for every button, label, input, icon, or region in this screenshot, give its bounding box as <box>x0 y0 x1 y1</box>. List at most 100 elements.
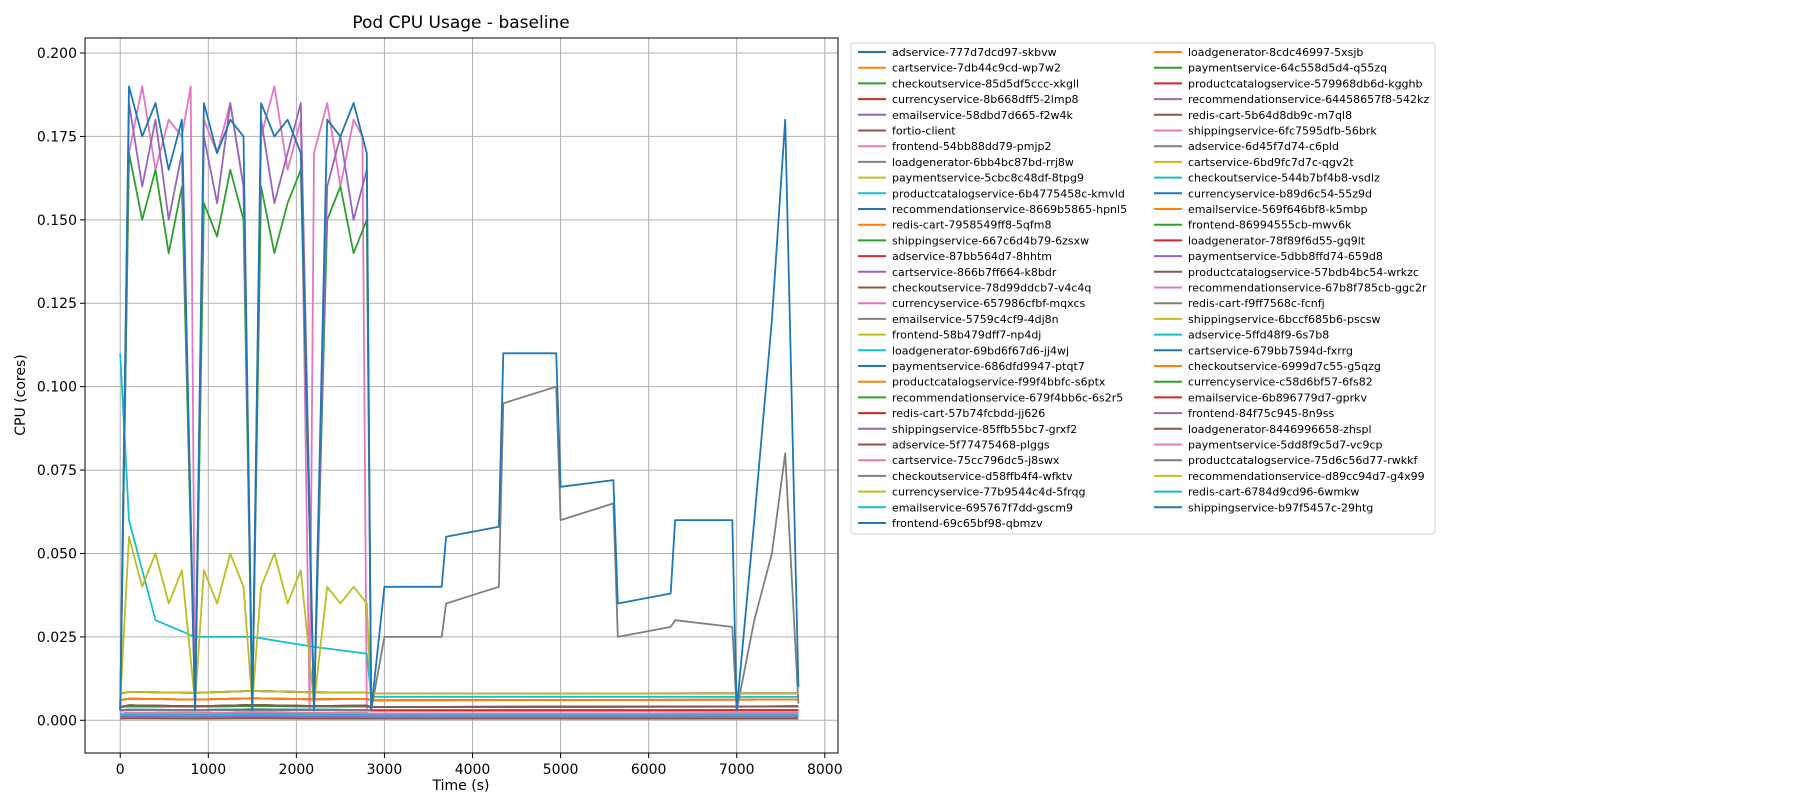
legend-label: productcatalogservice-57bdb4bc54-wrkzc <box>1188 266 1419 279</box>
legend-label: fortio-client <box>892 125 956 138</box>
legend-label: emailservice-58dbd7d665-f2w4k <box>892 109 1073 122</box>
legend-label: adservice-6d45f7d74-c6pld <box>1188 140 1339 153</box>
legend-item: frontend-54bb88dd79-pmjp2 <box>858 140 1051 153</box>
y-tick-label: 0.100 <box>37 380 77 396</box>
legend-label: frontend-54bb88dd79-pmjp2 <box>892 140 1051 153</box>
legend-label: loadgenerator-8446996658-zhspl <box>1188 423 1372 436</box>
x-tick-label: 3000 <box>367 762 403 778</box>
legend-label: recommendationservice-67b8f785cb-ggc2r <box>1188 282 1427 295</box>
legend-item: shippingservice-85ffb55bc7-grxf2 <box>858 423 1077 436</box>
legend-item: checkoutservice-6999d7c55-g5qzg <box>1154 360 1381 373</box>
legend-item: frontend-86994555cb-mwv6k <box>1154 219 1352 232</box>
legend-item: recommendationservice-67b8f785cb-ggc2r <box>1154 282 1427 295</box>
series-line <box>120 713 799 717</box>
legend-label: currencyservice-657986cfbf-mqxcs <box>892 297 1085 310</box>
legend-item: recommendationservice-8669b5865-hpnl5 <box>858 203 1127 216</box>
legend-label: paymentservice-64c558d5d4-q55zq <box>1188 62 1387 75</box>
legend-item: paymentservice-5dd8f9c5d7-vc9cp <box>1154 439 1383 452</box>
legend-item: currencyservice-b89d6c54-55z9d <box>1154 187 1372 200</box>
legend-label: paymentservice-5cbc8c48df-8tpg9 <box>892 172 1084 185</box>
legend-item: redis-cart-6784d9cd96-6wmkw <box>1154 486 1359 499</box>
legend-item: shippingservice-6fc7595dfb-56brk <box>1154 125 1377 138</box>
series-line <box>120 385 800 712</box>
legend-item: loadgenerator-69bd6f67d6-jj4wj <box>858 344 1069 357</box>
legend-item: loadgenerator-78f89f6d55-gq9lt <box>1154 234 1366 247</box>
legend-item: loadgenerator-8cdc46997-5xsjb <box>1154 46 1363 59</box>
legend-item: currencyservice-657986cfbf-mqxcs <box>858 297 1085 310</box>
legend-label: redis-cart-f9ff7568c-fcnfj <box>1188 297 1325 310</box>
legend-item: paymentservice-686dfd9947-ptqt7 <box>858 360 1085 373</box>
legend-label: checkoutservice-6999d7c55-g5qzg <box>1188 360 1381 373</box>
y-tick-label: 0.150 <box>37 213 77 229</box>
series-line <box>119 85 800 712</box>
legend-label: emailservice-6b896779d7-gprkv <box>1188 391 1367 404</box>
legend-item: cartservice-7db44c9cd-wp7w2 <box>858 62 1061 75</box>
legend-item: paymentservice-64c558d5d4-q55zq <box>1154 62 1387 75</box>
legend-item: adservice-6d45f7d74-c6pld <box>1154 140 1339 153</box>
x-tick-label: 1000 <box>190 762 226 778</box>
legend-label: redis-cart-6784d9cd96-6wmkw <box>1188 486 1359 499</box>
legend-label: cartservice-6bd9fc7d7c-qgv2t <box>1188 156 1354 169</box>
series-line <box>120 697 799 702</box>
legend-label: frontend-58b479dff7-np4dj <box>892 329 1041 342</box>
legend-label: shippingservice-6bccf685b6-pscsw <box>1188 313 1381 326</box>
legend-label: frontend-69c65bf98-qbmzv <box>892 517 1043 530</box>
legend-item: frontend-58b479dff7-np4dj <box>858 329 1041 342</box>
legend-item: currencyservice-c58d6bf57-6fs82 <box>1154 376 1373 389</box>
series-lines <box>119 85 800 720</box>
legend-item: redis-cart-f9ff7568c-fcnfj <box>1154 297 1325 310</box>
legend-item: cartservice-6bd9fc7d7c-qgv2t <box>1154 156 1354 169</box>
legend-label: cartservice-75cc796dc5-j8swx <box>892 454 1060 467</box>
y-tick-label: 0.125 <box>37 296 77 312</box>
legend-item: recommendationservice-679f4bb6c-6s2r5 <box>858 391 1123 404</box>
plot-frame <box>84 37 839 754</box>
legend-label: adservice-5ffd48f9-6s7b8 <box>1188 329 1329 342</box>
series-line <box>120 690 799 695</box>
legend-label: currencyservice-77b9544c4d-5frqg <box>892 486 1085 499</box>
x-tick-label: 2000 <box>279 762 315 778</box>
legend-label: loadgenerator-6bb4bc87bd-rrj8w <box>892 156 1074 169</box>
y-tick-label: 0.075 <box>37 463 77 479</box>
y-tick-label: 0.025 <box>37 630 77 646</box>
legend-item: redis-cart-5b64d8db9c-m7ql8 <box>1154 109 1352 122</box>
legend-item: checkoutservice-d58ffb4f4-wfktv <box>858 470 1073 483</box>
legend-item: emailservice-5759c4cf9-4dj8n <box>858 313 1059 326</box>
legend-label: paymentservice-5dbb8ffd74-659d8 <box>1188 250 1383 263</box>
chart-title: Pod CPU Usage - baseline <box>352 13 569 33</box>
legend-label: checkoutservice-d58ffb4f4-wfktv <box>892 470 1073 483</box>
y-tick-label: 0.050 <box>37 546 77 562</box>
legend-label: checkoutservice-85d5df5ccc-xkgll <box>892 77 1079 90</box>
x-tick-label: 5000 <box>543 762 579 778</box>
legend-item: productcatalogservice-57bdb4bc54-wrkzc <box>1154 266 1419 279</box>
legend-item: paymentservice-5dbb8ffd74-659d8 <box>1154 250 1383 263</box>
legend-label: adservice-777d7dcd97-skbvw <box>892 46 1057 59</box>
legend-item: recommendationservice-64458657f8-542kz <box>1154 93 1429 106</box>
legend-item: adservice-777d7dcd97-skbvw <box>858 46 1057 59</box>
legend-label: loadgenerator-78f89f6d55-gq9lt <box>1188 234 1366 247</box>
legend-label: shippingservice-667c6d4b79-6zsxw <box>892 234 1089 247</box>
y-axis-label: CPU (cores) <box>13 354 29 435</box>
y-tick-label: 0.000 <box>37 713 77 729</box>
x-axis-label: Time (s) <box>432 778 490 794</box>
legend-item: fortio-client <box>858 125 956 138</box>
axis-ticks: 0 1000 2000 3000 4000 5000 6000 7000 8000 0.000 0.… <box>37 46 843 778</box>
legend-label: productcatalogservice-f99f4bbfc-s6ptx <box>892 376 1106 389</box>
legend: adservice-777d7dcd97-skbvw cartservice-7d… <box>858 46 1429 530</box>
legend-item: cartservice-679bb7594d-fxrrg <box>1154 344 1353 357</box>
legend-label: productcatalogservice-579968db6d-kgghb <box>1188 77 1423 90</box>
legend-item: shippingservice-b97f5457c-29htg <box>1154 501 1373 514</box>
legend-label: redis-cart-5b64d8db9c-m7ql8 <box>1188 109 1352 122</box>
legend-label: emailservice-5759c4cf9-4dj8n <box>892 313 1059 326</box>
legend-item: adservice-87bb564d7-8hhtm <box>858 250 1052 263</box>
legend-item: productcatalogservice-75d6c56d77-rwkkf <box>1154 454 1419 467</box>
legend-item: paymentservice-5cbc8c48df-8tpg9 <box>858 172 1084 185</box>
legend-item: loadgenerator-8446996658-zhspl <box>1154 423 1372 436</box>
legend-label: redis-cart-57b74fcbdd-jj626 <box>892 407 1045 420</box>
legend-label: recommendationservice-d89cc94d7-g4x99 <box>1188 470 1425 483</box>
legend-item: cartservice-866b7ff664-k8bdr <box>858 266 1057 279</box>
legend-item: currencyservice-77b9544c4d-5frqg <box>858 486 1085 499</box>
legend-label: loadgenerator-69bd6f67d6-jj4wj <box>892 344 1069 357</box>
x-tick-label: 0 <box>116 762 125 778</box>
grid <box>85 38 838 753</box>
